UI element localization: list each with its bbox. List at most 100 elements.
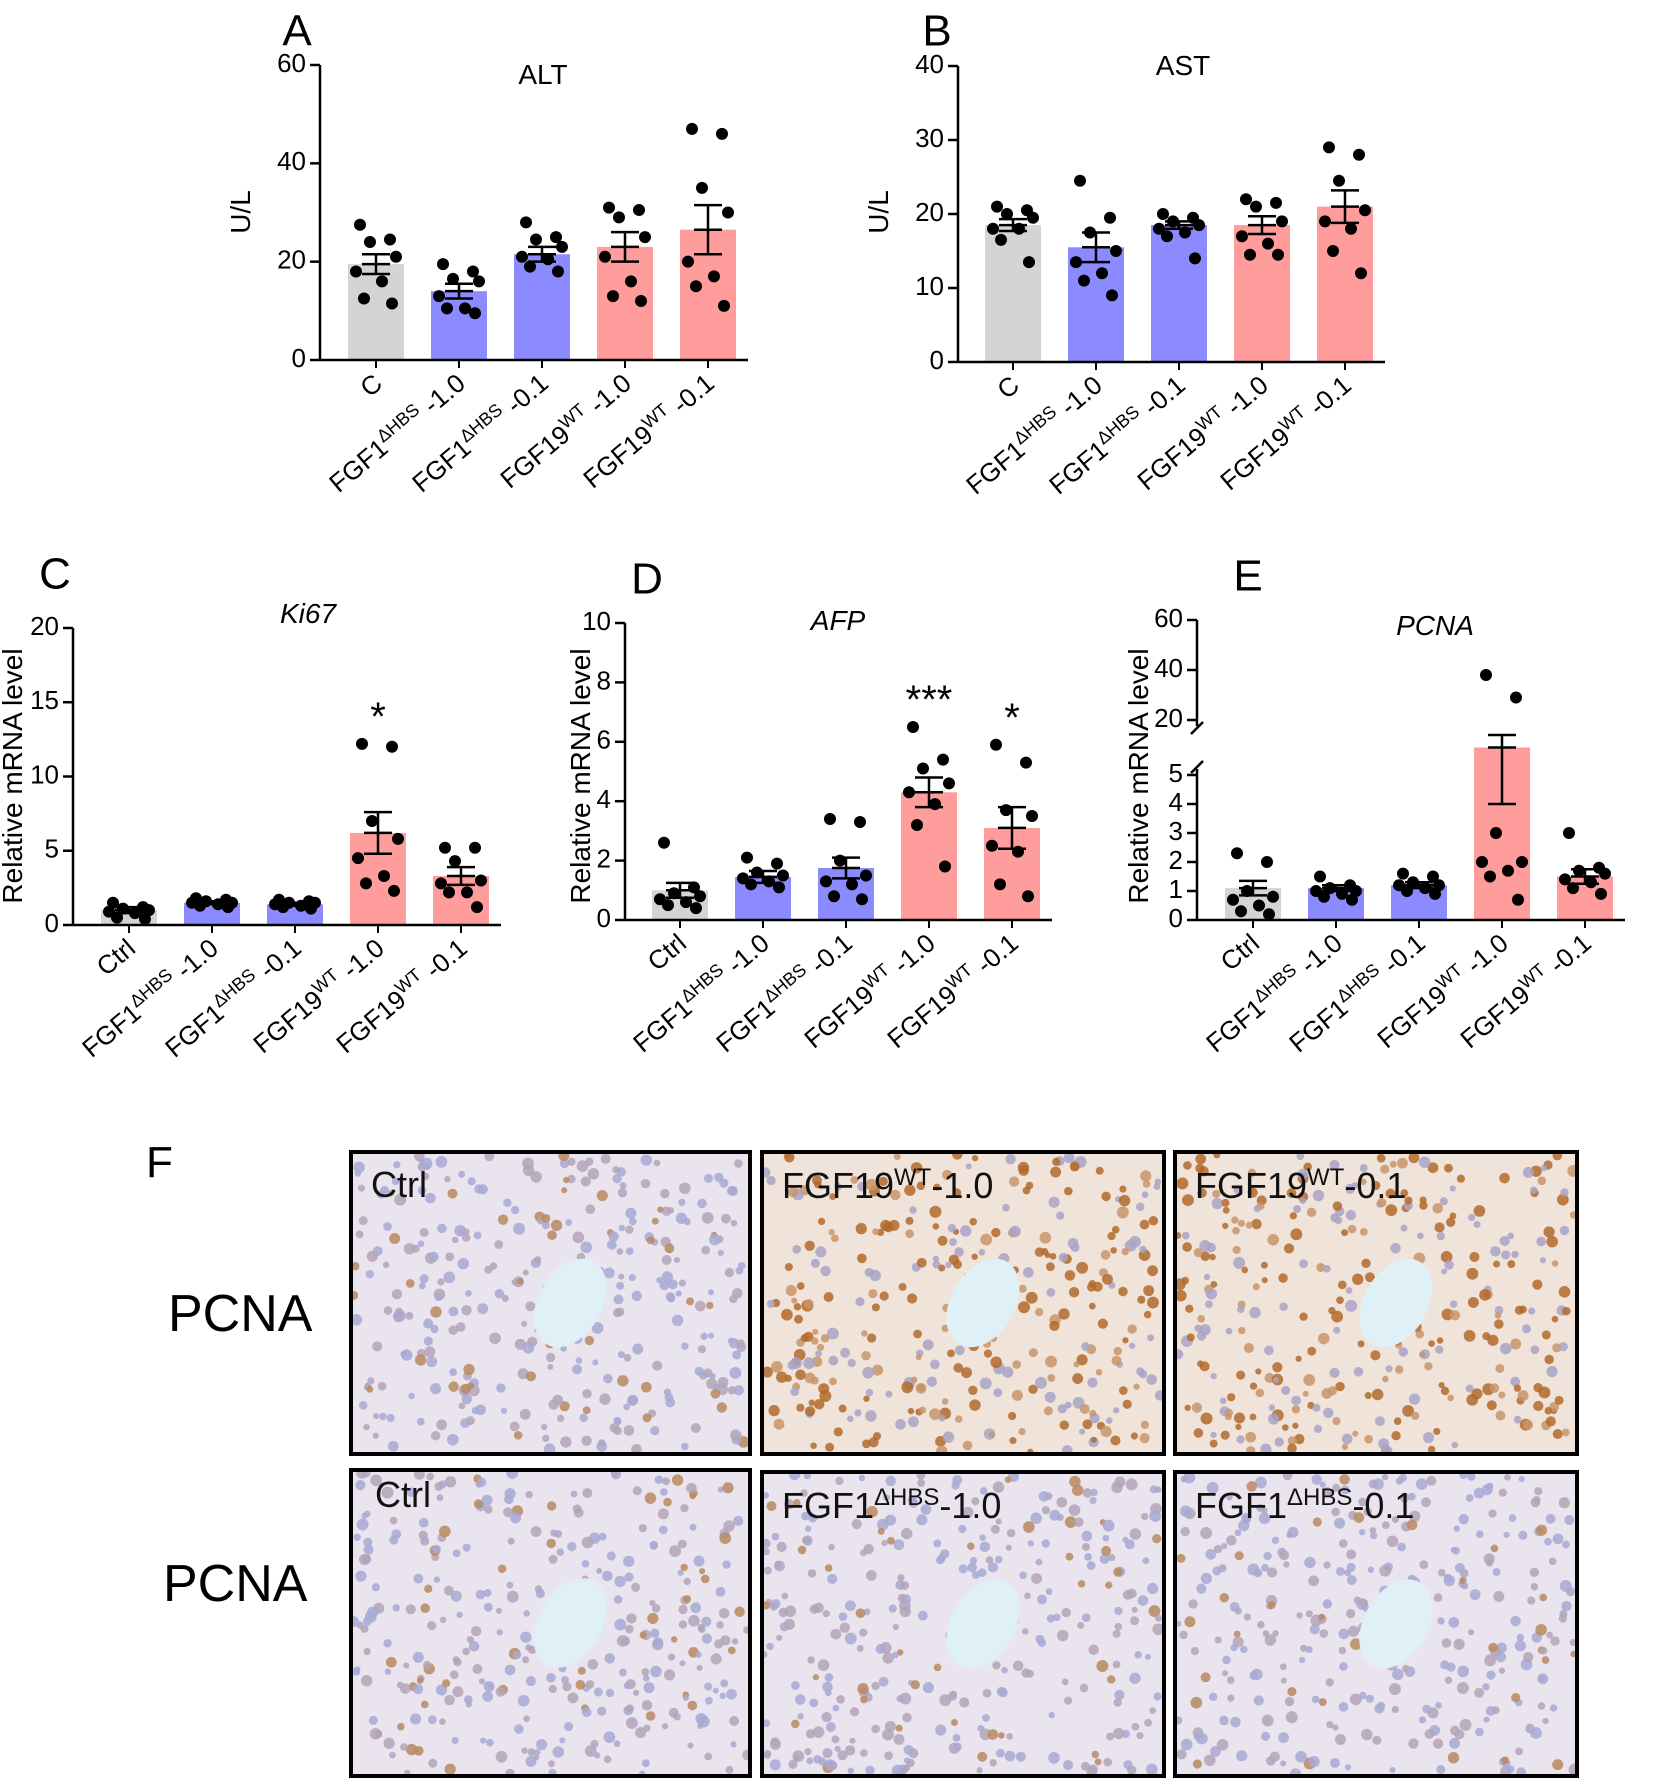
cell-nucleus: [1272, 1377, 1279, 1384]
cell-nucleus: [727, 1185, 737, 1196]
data-point: [633, 204, 645, 217]
cell-nucleus: [1375, 1416, 1385, 1427]
cell-nucleus: [1466, 1267, 1479, 1280]
cell-nucleus: [567, 1157, 576, 1166]
cell-nucleus: [1511, 1250, 1519, 1259]
vessel-lumen: [1359, 1258, 1433, 1348]
data-point: [1510, 691, 1522, 704]
cell-nucleus: [445, 1252, 455, 1262]
cell-nucleus: [495, 1750, 508, 1763]
data-point: [212, 898, 224, 911]
cell-nucleus: [572, 1364, 583, 1375]
cell-nucleus: [847, 1358, 856, 1368]
cell-nucleus: [766, 1175, 776, 1186]
data-point: [716, 127, 728, 140]
cell-nucleus: [404, 1769, 411, 1774]
cell-nucleus: [1203, 1754, 1216, 1767]
bar: [901, 792, 957, 920]
cell-nucleus: [370, 1474, 383, 1487]
cell-nucleus: [1300, 1644, 1308, 1652]
cell-nucleus: [977, 1568, 987, 1578]
cell-nucleus: [868, 1288, 878, 1299]
data-point: [1346, 893, 1358, 906]
cell-nucleus: [824, 1689, 832, 1697]
cell-nucleus: [1313, 1424, 1323, 1433]
cell-nucleus: [1353, 1512, 1365, 1523]
cell-nucleus: [1260, 1443, 1272, 1452]
cell-nucleus: [1072, 1373, 1084, 1384]
cell-nucleus: [1183, 1474, 1196, 1484]
cell-nucleus: [1433, 1427, 1441, 1436]
cell-nucleus: [1338, 1539, 1348, 1548]
cell-nucleus: [363, 1544, 374, 1555]
cell-nucleus: [1493, 1591, 1505, 1603]
cell-nucleus: [1027, 1540, 1035, 1547]
cell-nucleus: [641, 1759, 650, 1768]
row-label-top: PCNA: [168, 1285, 313, 1343]
cell-nucleus: [857, 1253, 867, 1264]
cell-nucleus: [468, 1640, 480, 1652]
data-point: [1161, 230, 1173, 243]
cell-nucleus: [1205, 1300, 1213, 1309]
cell-nucleus: [573, 1507, 584, 1518]
cell-nucleus: [1146, 1582, 1159, 1595]
cell-nucleus: [1200, 1672, 1211, 1683]
cell-nucleus: [958, 1524, 967, 1534]
cell-nucleus: [901, 1527, 913, 1540]
cell-nucleus: [897, 1574, 905, 1582]
cell-nucleus: [682, 1694, 689, 1701]
cell-nucleus: [1546, 1235, 1558, 1248]
cell-nucleus: [967, 1542, 975, 1551]
cell-nucleus: [1536, 1524, 1548, 1536]
cell-nucleus: [858, 1474, 866, 1482]
cell-nucleus: [1552, 1759, 1564, 1771]
cell-nucleus: [1232, 1245, 1241, 1255]
cell-nucleus: [1195, 1163, 1205, 1173]
cell-nucleus: [1121, 1247, 1129, 1256]
data-point: [447, 272, 459, 285]
cell-nucleus: [785, 1284, 797, 1297]
cell-nucleus: [651, 1217, 659, 1225]
cell-nucleus: [1177, 1749, 1187, 1760]
cell-nucleus: [548, 1768, 557, 1774]
cell-nucleus: [1106, 1732, 1115, 1741]
cell-nucleus: [412, 1651, 424, 1663]
cell-nucleus: [561, 1187, 568, 1194]
cell-nucleus: [865, 1178, 878, 1191]
cell-nucleus: [640, 1381, 652, 1393]
cell-nucleus: [435, 1684, 448, 1696]
data-point: [903, 786, 915, 799]
cell-nucleus: [1344, 1569, 1352, 1577]
y-axis-label: Relative mRNA level: [1123, 648, 1154, 903]
cell-nucleus: [485, 1738, 494, 1747]
cell-nucleus: [454, 1224, 467, 1237]
cell-nucleus: [1199, 1361, 1210, 1372]
data-point: [354, 218, 366, 231]
cell-nucleus: [1233, 1185, 1242, 1194]
cell-nucleus: [1079, 1404, 1090, 1414]
cell-nucleus: [1186, 1333, 1195, 1342]
cell-nucleus: [591, 1322, 604, 1334]
data-point: [1157, 208, 1169, 220]
cell-nucleus: [430, 1306, 442, 1318]
cell-nucleus: [613, 1595, 623, 1604]
cell-nucleus: [1056, 1629, 1069, 1642]
cell-nucleus: [1147, 1265, 1158, 1277]
cell-nucleus: [1226, 1535, 1237, 1546]
cell-nucleus: [776, 1371, 788, 1383]
cell-nucleus: [609, 1423, 620, 1433]
cell-nucleus: [1209, 1439, 1218, 1448]
cell-nucleus: [1238, 1326, 1246, 1335]
cell-nucleus: [1359, 1164, 1368, 1173]
cell-nucleus: [467, 1177, 476, 1186]
cell-nucleus: [916, 1257, 927, 1268]
cell-nucleus: [1438, 1382, 1445, 1389]
cell-nucleus: [1203, 1273, 1211, 1281]
cell-nucleus: [427, 1715, 437, 1725]
cell-nucleus: [696, 1664, 703, 1671]
cell-nucleus: [547, 1363, 554, 1370]
cell-nucleus: [879, 1291, 889, 1301]
cell-nucleus: [616, 1634, 629, 1647]
data-point: [139, 913, 151, 926]
data-point: [929, 798, 941, 811]
